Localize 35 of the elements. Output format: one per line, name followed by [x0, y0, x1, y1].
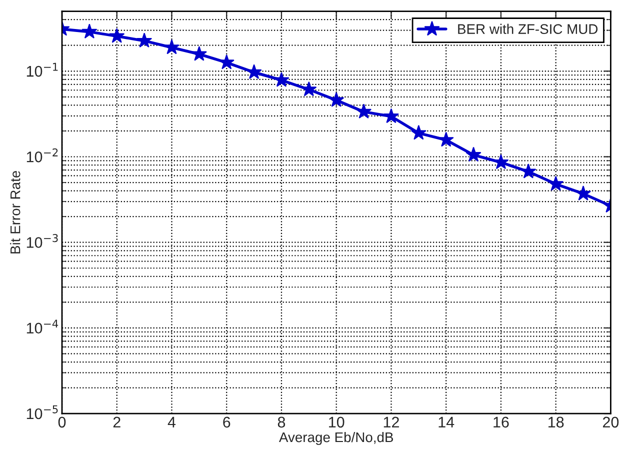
- point: [383, 108, 400, 124]
- x-tick-label: 20: [602, 416, 619, 428]
- x-tick-label: 2: [113, 416, 120, 428]
- x-tick-label: 0: [58, 416, 66, 428]
- point: [548, 176, 564, 191]
- y-tick-label: 10$^{−5}$: [26, 405, 58, 420]
- point: [109, 28, 125, 43]
- y-tick-label: 10$^{−4}$: [26, 320, 58, 334]
- point: [136, 32, 152, 48]
- point: [438, 132, 454, 147]
- y-axis-title: Bit Error Rate: [10, 170, 20, 254]
- x-tick-label: 10: [329, 416, 344, 428]
- point: [575, 186, 592, 200]
- x-tick-label: 6: [223, 416, 230, 428]
- y-tick-label: 10$^{−1}$: [26, 62, 58, 77]
- point: [82, 24, 98, 39]
- point: [520, 163, 536, 178]
- x-tick-label: 8: [278, 416, 286, 428]
- point: [246, 64, 262, 79]
- point: [164, 39, 180, 54]
- x-tick-label: 14: [438, 416, 454, 428]
- point: [410, 124, 426, 140]
- point: [466, 146, 482, 162]
- legend-label: BER with ZF-SIC MUD: [458, 24, 598, 34]
- point: [191, 46, 207, 61]
- x-tick-label: 18: [548, 416, 564, 428]
- x-tick-label: 12: [384, 416, 399, 428]
- x-tick-label: 16: [494, 416, 509, 428]
- point: [301, 81, 317, 96]
- x-axis-title: Average Eb/No,dB: [278, 432, 394, 445]
- point: [356, 104, 372, 118]
- point: [328, 92, 344, 107]
- x-tick-label: 4: [168, 416, 176, 428]
- y-tick-label: 10$^{−2}$: [26, 148, 58, 162]
- y-tick-label: 10$^{−3}$: [26, 234, 58, 248]
